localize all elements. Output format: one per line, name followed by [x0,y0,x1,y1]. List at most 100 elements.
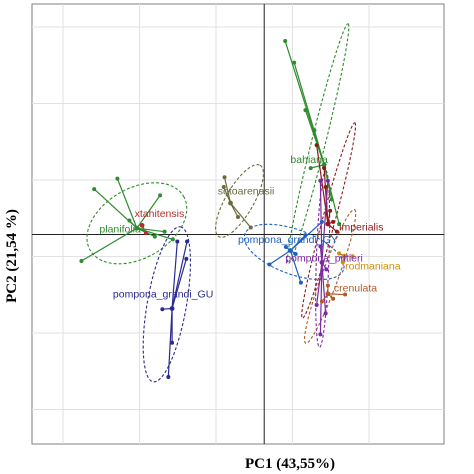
point-sotoarenasii [236,215,240,220]
point-pompona-grandi-gy [298,280,303,285]
ellipse-bahiana [286,23,350,265]
centroid-pompona-pittieri [319,260,325,265]
point-crenulata [319,299,324,304]
spoke-crenulata [327,293,346,296]
label-pompona-pittieri: pompona_pittieri [285,253,363,265]
spoke-pompona-pittieri [319,262,323,335]
point-rodmaniana [350,254,355,259]
spoke-pompona-grandi-gy [269,250,291,266]
point-planifolia [115,176,120,181]
point-imperialis [331,219,336,224]
grid-lines [32,4,444,444]
point-bahiana [308,166,313,171]
point-sotoarenasii [221,184,226,189]
centroid-xtahitensis [139,222,145,228]
point-imperialis [314,143,319,148]
spoke-planifolia [116,178,138,229]
ellipse-planifolia [86,182,188,265]
centroid-planifolia [134,225,140,231]
label-rodmaniana: rodmaniana [345,260,401,272]
label-planifolia: planifolia [99,223,141,235]
label-crenulata: crenulata [334,283,377,295]
point-imperialis [334,229,339,234]
point-sotoarenasii [248,225,253,230]
centroid-rodmaniana [341,253,347,259]
centroid-pompona-grandi-gu [169,306,175,311]
data-points [79,39,355,379]
spoke-sotoarenasii [230,202,252,228]
label-pompona-grandi-gu: pompona_grandi_GU [113,288,213,300]
spoke-pompona-grandi-gy [289,250,302,283]
spoke-imperialis [323,168,329,225]
point-pompona-pittieri [314,303,319,308]
point-pompona-grandi-gu [160,307,165,312]
spoke-pompona-pittieri [321,262,327,314]
point-sotoarenasii [222,175,227,180]
point-imperialis [323,184,328,189]
point-rodmaniana [340,260,345,265]
spoke-pompona-grandi-gu [171,241,188,309]
spoke-planifolia [136,227,165,233]
point-crenulata [331,296,336,301]
plot-border [31,3,445,445]
ellipse-pompona-grandi-gy [243,223,345,281]
point-pompona-grandi-gu [185,239,190,244]
label-sotoarenasii: sotoarenasii [218,186,275,198]
y-axis-title: PC2 (21,54 %) [4,209,20,303]
point-bahiana [337,222,342,226]
point-imperialis [322,166,327,171]
point-pompona-pittieri [323,311,328,316]
spoke-sotoarenasii [223,177,232,204]
point-pompona-grandi-gy [267,262,272,267]
spoke-bahiana [313,130,325,165]
spoke-bahiana [323,164,340,225]
ellipse-pompona-grandi-gu [142,226,191,383]
spoke-planifolia [81,227,138,262]
point-bahiana [329,197,334,202]
point-planifolia [127,218,132,223]
point-planifolia [162,229,167,234]
group-labels: xtahitensis planifolia sotoarenasii pompona… [99,154,400,300]
spoke-pompona-pittieri [321,180,329,263]
label-pompona-grandi-gy: pompona_grandi_GY [238,234,338,246]
spoke-sotoarenasii [223,186,232,204]
point-bahiana [303,108,308,113]
centroid-sotoarenasii [228,200,233,206]
point-imperialis [328,208,333,213]
centroid-crenulata [325,291,331,297]
point-rodmaniana [337,251,342,256]
plot-area [31,3,445,445]
point-pompona-grandi-gy [293,252,298,257]
x-axis-title: PC1 (43,55%) [245,456,335,472]
point-planifolia [92,187,97,192]
origin-axes [32,4,444,444]
label-imperialis: imperialis [339,221,383,233]
point-pompona-grandi-gu [166,374,171,379]
point-crenulata [325,283,330,288]
point-planifolia [79,259,84,264]
point-pompona-pittieri [318,244,323,249]
centroid-imperialis [325,221,331,227]
label-bahiana: bahiana [290,154,328,166]
point-pompona-grandi-gy [319,219,324,224]
point-xtahitensis [143,231,148,236]
point-planifolia [158,193,163,198]
centroid-bahiana [321,162,327,168]
spoke-planifolia [136,195,161,229]
ellipse-sotoarenasii [215,164,264,238]
point-bahiana [292,60,297,65]
spoke-sotoarenasii [229,202,239,218]
point-pompona-grandi-gy [303,233,308,238]
point-pompona-pittieri [318,178,323,183]
centroid-pompona-grandi-gy [288,248,293,253]
point-pompona-pittieri [324,267,329,272]
point-planifolia [170,237,175,242]
point-pompona-grandi-gu [170,340,175,345]
point-planifolia [152,234,157,239]
point-pompona-grandi-gu [184,256,189,261]
label-xtahitensis: xtahitensis [135,208,185,220]
point-crenulata [343,292,348,297]
spoke-planifolia [136,227,174,240]
point-bahiana [283,39,288,44]
